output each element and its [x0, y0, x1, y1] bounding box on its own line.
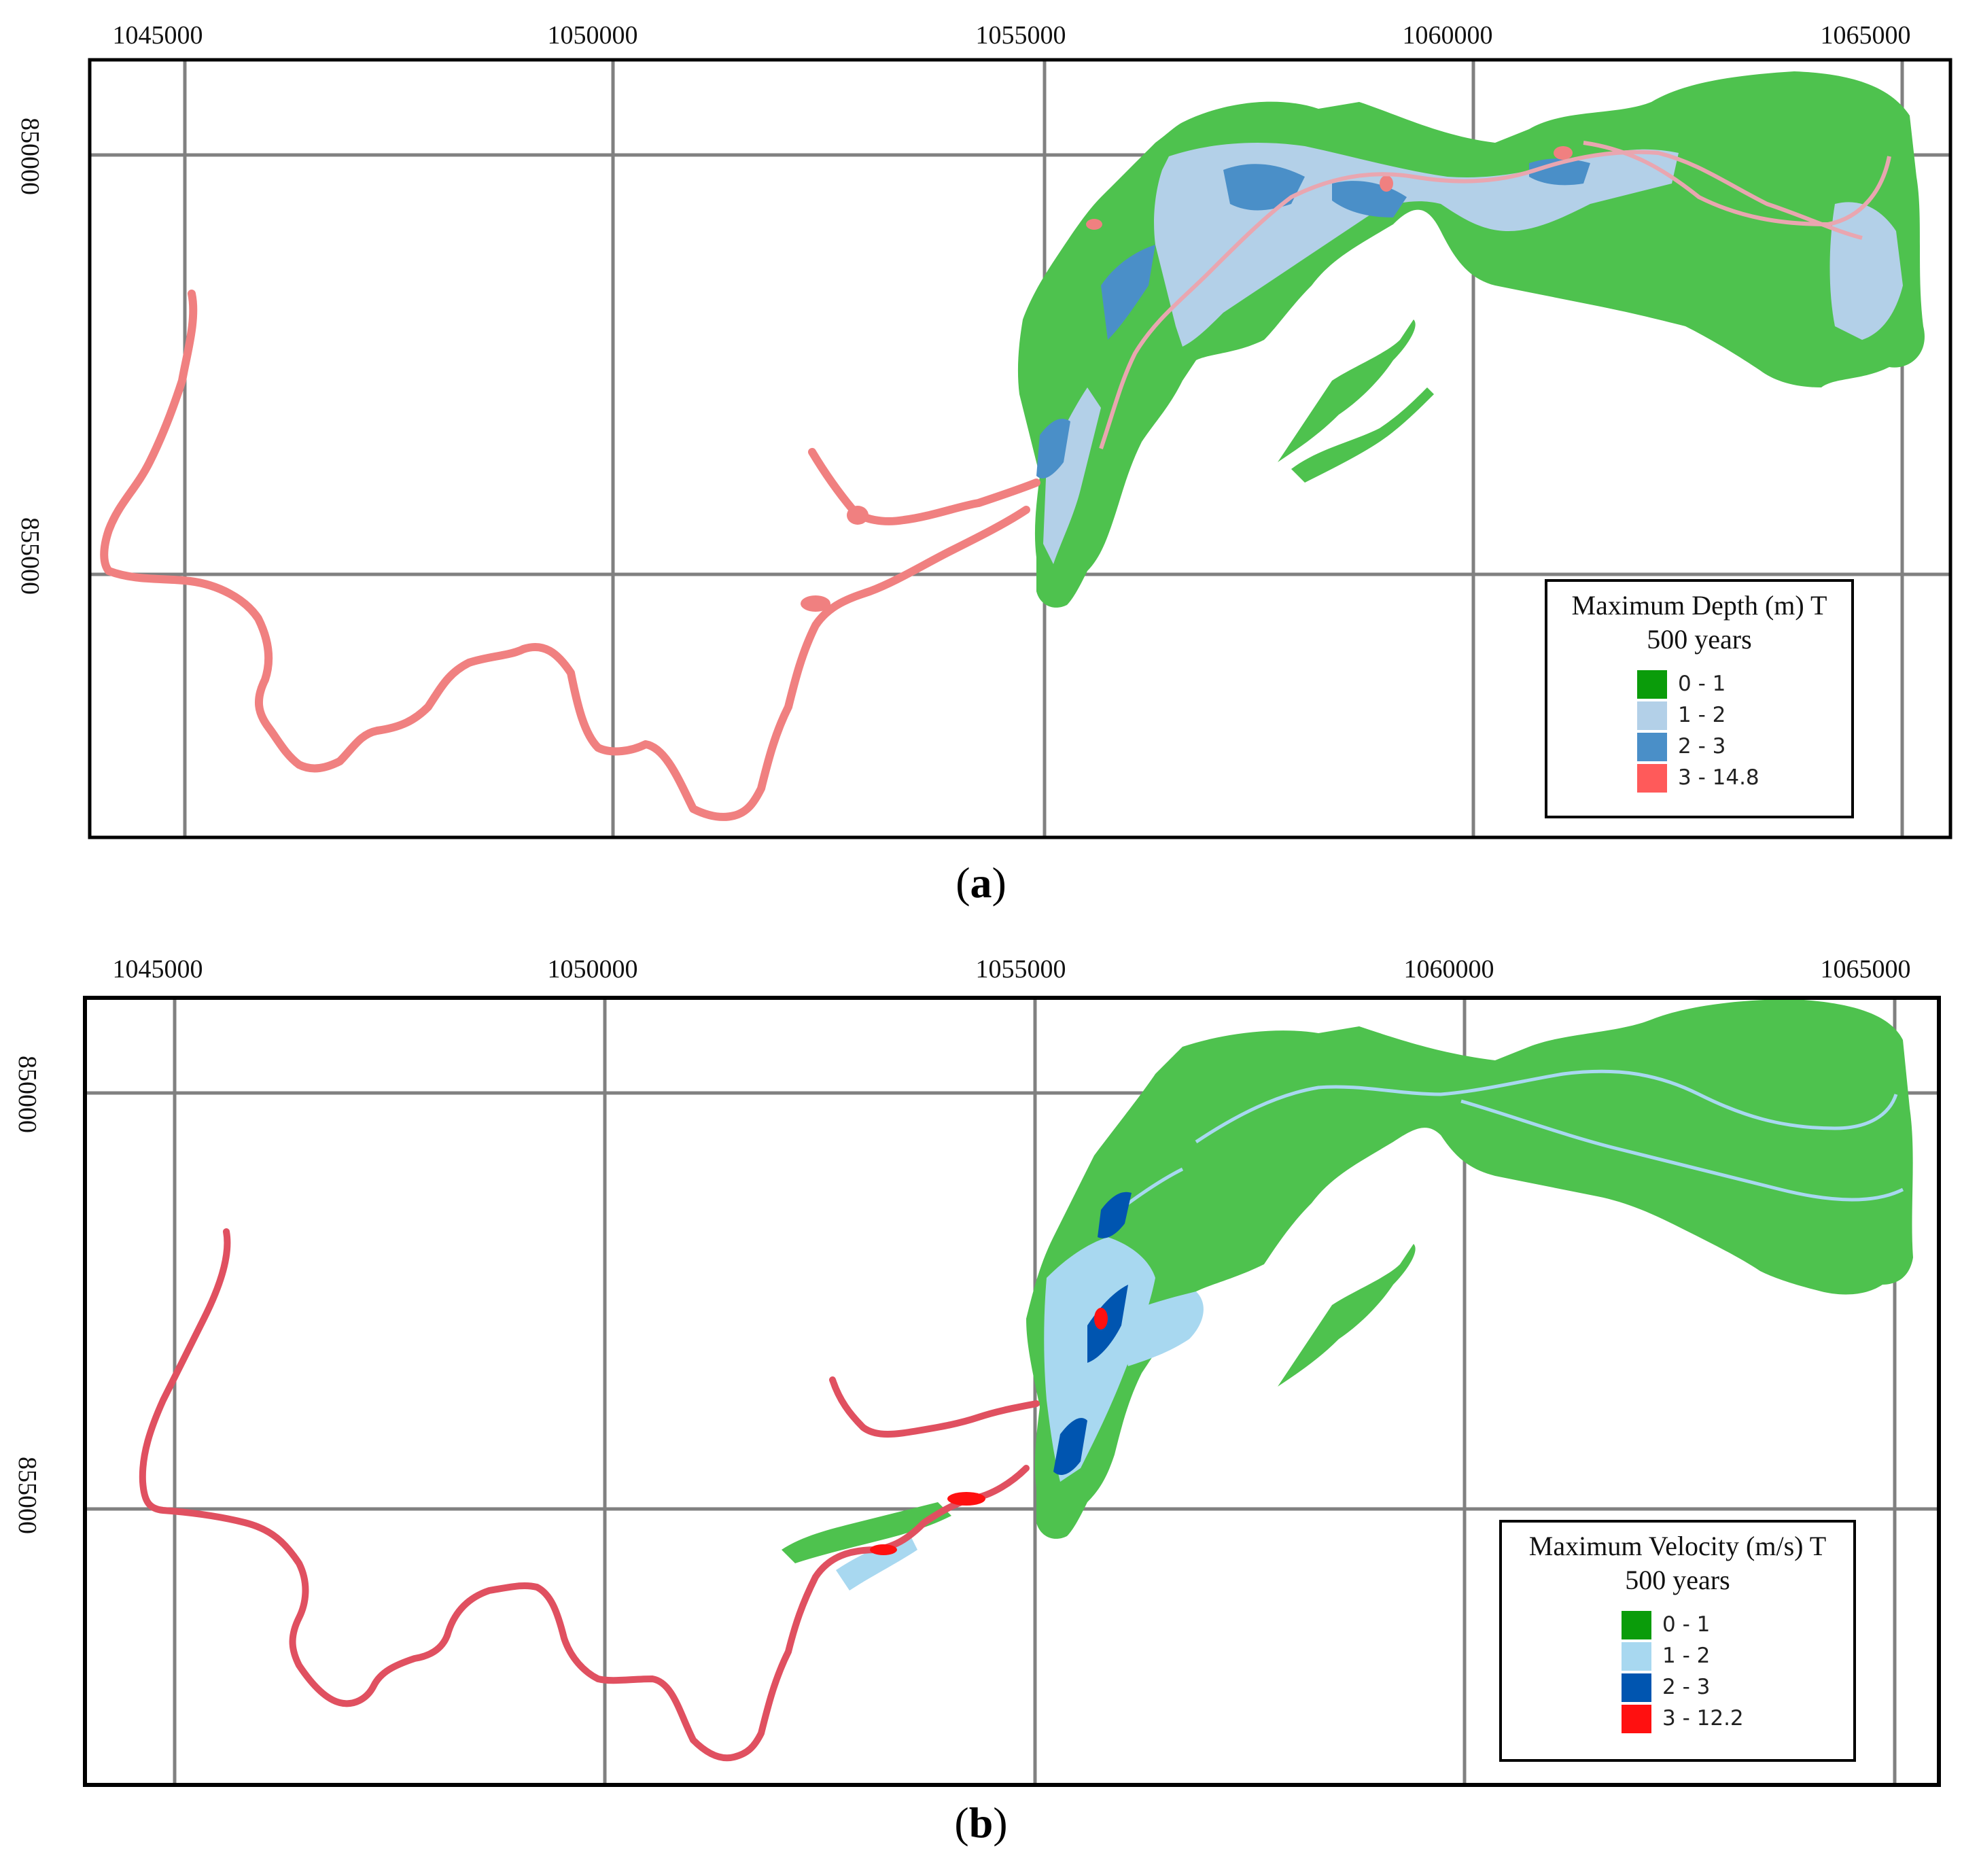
legend-item: 2 - 3 — [1622, 1672, 1853, 1703]
panel-b-velocity-map: 1045000 1050000 1055000 1060000 1065000 … — [0, 938, 1962, 1876]
river-pools-depth — [801, 146, 1573, 612]
main-channel-line — [1099, 150, 1863, 449]
legend-label: 1 - 2 — [1662, 1644, 1711, 1668]
flood-zone-2-3 — [1053, 1192, 1132, 1475]
x-tick-label: 1060000 — [1404, 955, 1494, 984]
depth-map-svg: 1045000 1050000 1055000 1060000 1065000 … — [16, 21, 1952, 839]
legend-item: 0 - 1 — [1622, 1610, 1853, 1641]
x-tick-label: 1065000 — [1821, 955, 1911, 984]
legend-label: 3 - 14.8 — [1678, 765, 1759, 790]
flood-zone-0-1-branch — [1278, 1244, 1416, 1387]
legend-label: 3 - 12.2 — [1662, 1706, 1744, 1731]
flood-zone-2-3 — [1036, 158, 1590, 479]
legend-swatch — [1637, 764, 1667, 793]
flood-extent-velocity — [782, 999, 1913, 1563]
legend-label: 2 - 3 — [1662, 1675, 1711, 1699]
legend-item: 3 - 14.8 — [1637, 763, 1851, 794]
legend-swatch — [1637, 670, 1667, 699]
y-tick-label: 850000 — [16, 118, 44, 195]
x-tick-label: 1055000 — [976, 955, 1066, 984]
legend-velocity: Maximum Velocity (m/s) T 500 years 0 - 1… — [1499, 1520, 1856, 1762]
legend-title-line2: 500 years — [1625, 1565, 1730, 1595]
legend-label: 0 - 1 — [1678, 672, 1726, 696]
legend-swatch — [1622, 1642, 1651, 1671]
legend-label: 2 - 3 — [1678, 734, 1726, 759]
x-tick-label: 1055000 — [976, 21, 1066, 50]
x-tick-label: 1045000 — [113, 955, 203, 984]
flood-extent-depth — [1017, 71, 1925, 608]
legend-depth: Maximum Depth (m) T 500 years 0 - 1 1 - … — [1545, 579, 1854, 818]
legend-swatch — [1622, 1705, 1651, 1733]
flood-zone-0-1-branch — [1278, 319, 1416, 462]
legend-label: 1 - 2 — [1678, 703, 1726, 727]
legend-swatch — [1637, 733, 1667, 761]
y-tick-label: 850000 — [13, 1056, 41, 1133]
flood-zone-0-1-east-strip — [1291, 387, 1434, 483]
legend-swatch — [1637, 701, 1667, 730]
y-tick-label: 855000 — [16, 517, 44, 595]
legend-swatch — [1622, 1611, 1651, 1639]
map-frame — [88, 58, 1952, 839]
x-tick-label: 1050000 — [548, 955, 638, 984]
caption-a: (a) — [956, 858, 1006, 907]
legend-item: 3 - 12.2 — [1622, 1703, 1853, 1735]
flood-zone-0-1-lower — [782, 1502, 951, 1563]
legend-item: 1 - 2 — [1637, 700, 1851, 731]
map-frame — [83, 996, 1941, 1787]
velocity-map-svg: 1045000 1050000 1055000 1060000 1065000 … — [13, 955, 1941, 1787]
legend-label: 0 - 1 — [1662, 1612, 1711, 1637]
legend-title-line1: Maximum Depth (m) T — [1571, 590, 1827, 621]
velocity-hotspots — [870, 1308, 1108, 1555]
caption-letter: b — [968, 1799, 994, 1847]
legend-item: 0 - 1 — [1637, 669, 1851, 700]
flood-zone-0-1 — [1026, 999, 1913, 1539]
legend-item: 1 - 2 — [1622, 1641, 1853, 1672]
river-channel-velocity — [139, 1228, 1040, 1762]
x-tick-label: 1045000 — [113, 21, 203, 50]
caption-b: (b) — [954, 1799, 1008, 1847]
legend-title-line1: Maximum Velocity (m/s) T — [1528, 1531, 1827, 1561]
river-channel-depth — [100, 290, 1040, 821]
caption-letter: a — [970, 858, 992, 907]
x-tick-label: 1060000 — [1403, 21, 1493, 50]
legend-swatch — [1622, 1673, 1651, 1702]
upstream-channel-line — [1583, 141, 1891, 227]
flood-zone-1-2 — [836, 1237, 1204, 1591]
y-tick-label: 855000 — [13, 1457, 41, 1534]
legend-item: 2 - 3 — [1637, 731, 1851, 763]
x-tick-label: 1065000 — [1821, 21, 1911, 50]
x-tick-label: 1050000 — [548, 21, 638, 50]
legend-title-line2: 500 years — [1647, 624, 1752, 655]
panel-a-depth-map: 1045000 1050000 1055000 1060000 1065000 … — [0, 0, 1962, 931]
flood-zone-0-1 — [1017, 71, 1925, 608]
